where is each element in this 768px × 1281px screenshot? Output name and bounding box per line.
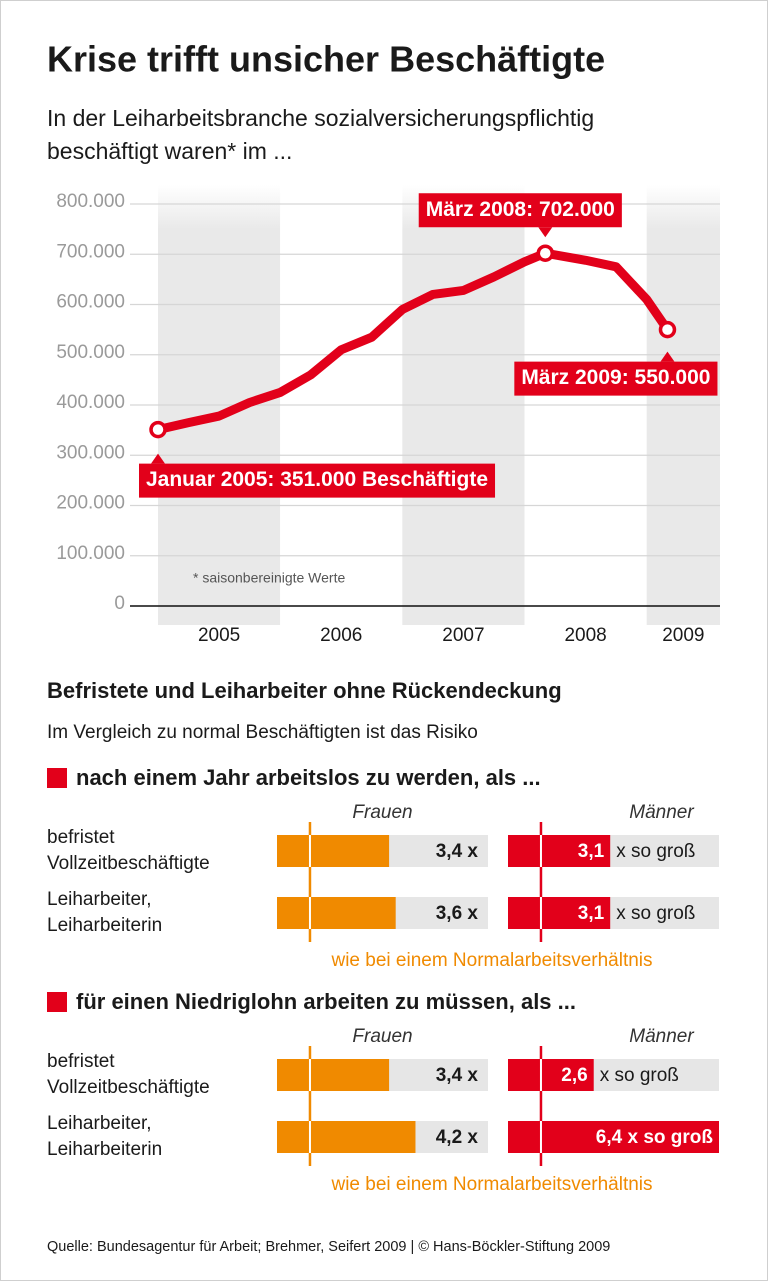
data-label: 3,6 x [436, 903, 479, 924]
annotation-pointer [660, 351, 675, 362]
data-label: 4,2 x [436, 1127, 479, 1148]
subtitle: In der Leiharbeitsbranche sozialversiche… [47, 105, 594, 131]
legend-label: Männer [629, 802, 694, 823]
x-tick-label: 2009 [662, 625, 704, 646]
x-tick-label: 2008 [564, 625, 606, 646]
bullet [47, 768, 67, 788]
bar [508, 897, 611, 929]
annotation-box [418, 193, 622, 228]
data-label: März 2009: 550.000 [521, 366, 710, 389]
annotation-box [514, 361, 718, 396]
reference-label: wie bei einem Normalarbeitsverhältnis [330, 1174, 652, 1195]
y-tick-label: 100.000 [56, 543, 125, 564]
y-tick-label: 0 [114, 593, 125, 614]
annotation-box [139, 463, 496, 498]
data-label: 6,4 x so groß [596, 1127, 714, 1148]
bar [277, 835, 390, 867]
category-label: Leiharbeiter, [47, 1113, 152, 1134]
legend-label: Männer [629, 1026, 694, 1047]
legend-label: Frauen [352, 802, 412, 823]
title: Krise trifft unsicher Beschäftigte [47, 39, 605, 80]
bar [508, 1059, 594, 1091]
bar [277, 1059, 390, 1091]
bar [508, 1121, 719, 1153]
data-label: 2,6 [561, 1065, 587, 1086]
y-tick-label: 500.000 [56, 342, 125, 363]
category-label: Vollzeitbeschäftigte [47, 1077, 210, 1098]
bar [508, 835, 611, 867]
bar [277, 897, 396, 929]
annotation-pointer [151, 453, 165, 464]
category-label: Leiharbeiterin [47, 915, 162, 936]
category-label: Leiharbeiterin [47, 1139, 162, 1160]
point-marker [149, 420, 167, 439]
x-tick-label: 2006 [320, 625, 362, 646]
section-subtitle: Im Vergleich zu normal Beschäftigten ist… [47, 722, 478, 743]
chart-title: für einen Niedriglohn arbeiten zu müssen… [76, 989, 576, 1014]
data-label: 3,4 x [436, 841, 479, 862]
y-tick-label: 600.000 [56, 292, 125, 313]
subtitle: beschäftigt waren* im ... [47, 138, 292, 164]
y-tick-label: 300.000 [56, 442, 125, 463]
x-tick-label: 2007 [442, 625, 484, 646]
data-label: 3,4 x [436, 1065, 479, 1086]
data-label: Januar 2005: 351.000 Beschäftigte [146, 468, 488, 491]
footnote: * saisonbereinigte Werte [193, 570, 345, 586]
bar [277, 1121, 416, 1153]
category-label: befristet [47, 1051, 115, 1072]
y-tick-label: 400.000 [56, 392, 125, 413]
source: Quelle: Bundesagentur für Arbeit; Brehme… [47, 1239, 610, 1255]
chart-title: nach einem Jahr arbeitslos zu werden, al… [76, 765, 541, 790]
legend-label: Frauen [352, 1026, 412, 1047]
section-title: Befristete und Leiharbeiter ohne Rückend… [47, 678, 562, 703]
y-tick-label: 800.000 [56, 191, 125, 212]
y-tick-label: 700.000 [56, 241, 125, 262]
point-marker [658, 320, 677, 339]
suffix-label: x so groß [616, 903, 695, 924]
reference-label: wie bei einem Normalarbeitsverhältnis [330, 950, 652, 971]
category-label: Vollzeitbeschäftigte [47, 853, 210, 874]
suffix-label: x so groß [616, 841, 695, 862]
data-label: 3,1 [578, 903, 605, 924]
annotation-pointer [538, 227, 553, 238]
suffix-label: x so groß [600, 1065, 679, 1086]
data-label: 3,1 [578, 841, 605, 862]
point-marker [536, 244, 555, 262]
bullet [47, 992, 67, 1012]
y-tick-label: 200.000 [56, 493, 125, 514]
x-tick-label: 2005 [198, 625, 240, 646]
category-label: befristet [47, 827, 115, 848]
category-label: Leiharbeiter, [47, 889, 152, 910]
line [153, 248, 672, 435]
data-label: März 2008: 702.000 [426, 198, 615, 221]
